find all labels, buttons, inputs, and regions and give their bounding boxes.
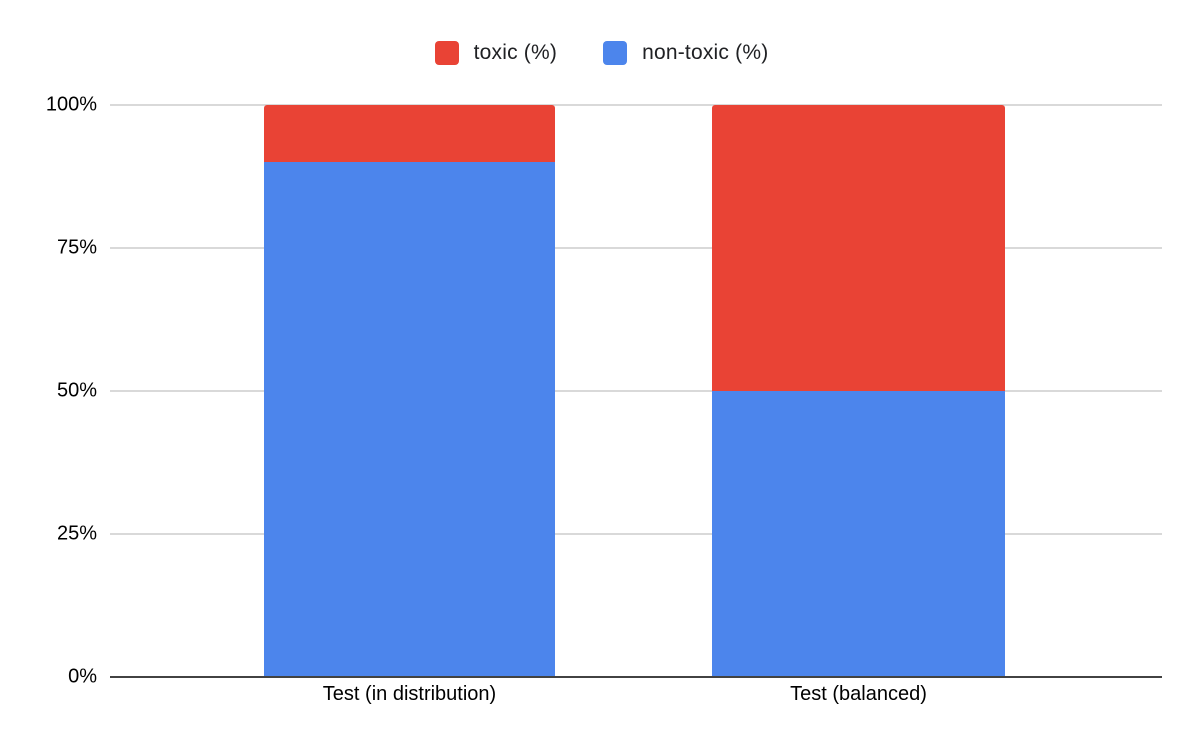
- y-axis-tick-labels: 0% 25% 50% 75% 100%: [0, 94, 97, 688]
- y-tick-label-0: 0%: [68, 665, 97, 688]
- bar-segment-non-toxic-2: [712, 391, 1005, 677]
- gridline-25: [110, 533, 1162, 535]
- bar-segment-non-toxic-1: [264, 162, 555, 677]
- y-tick-label-100: 100%: [45, 93, 97, 116]
- plot-area: [110, 104, 1162, 678]
- y-tick-label-50: 50%: [56, 379, 97, 402]
- gridline-75: [110, 247, 1162, 249]
- stacked-bar-2: [712, 105, 1005, 677]
- legend-item-toxic: toxic (%): [434, 41, 558, 65]
- stacked-bar-1: [264, 105, 555, 677]
- bar-segment-toxic-1: [264, 105, 555, 163]
- x-axis-baseline: [110, 676, 1162, 678]
- y-tick-label-25: 25%: [56, 522, 97, 545]
- non-toxic-swatch-icon: [603, 41, 628, 65]
- legend-label-non-toxic: non-toxic (%): [642, 41, 769, 64]
- gridline-50: [110, 390, 1162, 392]
- toxic-swatch-icon: [434, 41, 459, 65]
- legend-item-non-toxic: non-toxic (%): [603, 41, 768, 65]
- bar-segment-toxic-2: [712, 105, 1005, 391]
- chart-legend: toxic (%) non-toxic (%): [0, 41, 1203, 65]
- y-tick-label-75: 75%: [56, 236, 97, 259]
- legend-label-toxic: toxic (%): [473, 41, 558, 64]
- x-axis-category-labels: Test (in distribution) Test (balanced): [110, 679, 1162, 713]
- category-label-2: Test (balanced): [790, 683, 927, 705]
- gridline-100: [110, 104, 1162, 106]
- category-label-1: Test (in distribution): [322, 683, 497, 705]
